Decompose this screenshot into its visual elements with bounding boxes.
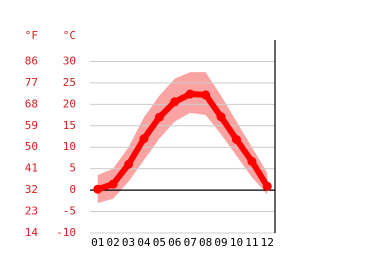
point bbox=[262, 181, 272, 191]
point bbox=[216, 112, 226, 122]
fahrenheit-axis-label: °F bbox=[25, 29, 38, 42]
point bbox=[170, 97, 180, 107]
y2-tick-label: 14 bbox=[25, 226, 39, 239]
y-tick-label: 0 bbox=[69, 183, 76, 196]
y2-tick-label: 50 bbox=[25, 140, 38, 153]
point bbox=[93, 184, 103, 194]
y2-tick-label: 32 bbox=[25, 183, 38, 196]
y-tick-label: 25 bbox=[63, 76, 76, 89]
y-tick-label: -5 bbox=[63, 205, 76, 218]
y2-tick-label: 59 bbox=[25, 119, 38, 132]
min-max-band bbox=[97, 72, 268, 203]
point bbox=[185, 89, 195, 99]
y-tick-label: 20 bbox=[63, 97, 76, 110]
x-tick-label: 12 bbox=[261, 236, 274, 249]
point bbox=[108, 179, 118, 189]
x-tick-label: 01 bbox=[91, 236, 104, 249]
point bbox=[247, 156, 257, 166]
x-tick-label: 06 bbox=[168, 236, 181, 249]
x-tick-label: 02 bbox=[107, 236, 120, 249]
y2-tick-label: 68 bbox=[25, 97, 38, 110]
point bbox=[124, 159, 134, 169]
x-tick-label: 10 bbox=[230, 236, 243, 249]
celsius-axis-label: °C bbox=[63, 29, 76, 42]
y-tick-label: 10 bbox=[63, 140, 76, 153]
x-tick-label: 08 bbox=[199, 236, 212, 249]
point bbox=[201, 90, 211, 100]
y2-tick-label: 77 bbox=[25, 76, 38, 89]
y2-tick-label: 41 bbox=[25, 162, 38, 175]
x-tick-label: 03 bbox=[122, 236, 135, 249]
x-tick-label: 05 bbox=[153, 236, 166, 249]
x-tick-label: 09 bbox=[214, 236, 227, 249]
y-tick-label: 5 bbox=[69, 162, 76, 175]
y2-tick-label: 23 bbox=[25, 205, 38, 218]
x-tick-label: 11 bbox=[245, 236, 258, 249]
y-tick-label: -10 bbox=[56, 226, 76, 239]
point bbox=[231, 135, 241, 145]
y-tick-label: 30 bbox=[63, 54, 76, 67]
x-tick-label: 07 bbox=[184, 236, 197, 249]
point bbox=[154, 112, 164, 122]
y-tick-label: 15 bbox=[63, 119, 76, 132]
x-tick-label: 04 bbox=[137, 236, 151, 249]
point bbox=[139, 134, 149, 144]
y2-tick-label: 86 bbox=[25, 54, 38, 67]
